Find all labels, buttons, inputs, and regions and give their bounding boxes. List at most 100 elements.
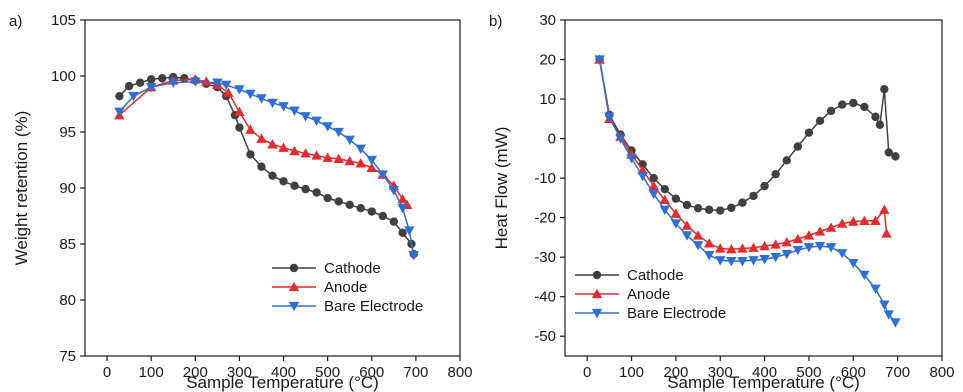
data-point [278, 142, 289, 152]
legend-label-bare-electrode: Bare Electrode [627, 305, 726, 322]
legend-label-cathode: Cathode [324, 260, 381, 277]
data-point [257, 162, 266, 171]
data-point [355, 158, 366, 168]
y-axis-title: Weight retention (%) [12, 111, 31, 266]
y-tick-label: 105 [51, 12, 76, 29]
data-point [168, 78, 179, 88]
data-point [693, 203, 703, 213]
data-point [681, 220, 693, 230]
y-tick-label: -30 [534, 249, 556, 266]
data-point [880, 84, 889, 94]
data-point [671, 194, 681, 203]
x-tick-label: 600 [841, 364, 866, 381]
data-point [879, 204, 890, 214]
data-point [345, 200, 354, 209]
series-cathode [595, 55, 900, 215]
data-point [848, 216, 859, 226]
data-point [300, 112, 311, 122]
data-point [860, 102, 869, 112]
data-point [759, 254, 770, 265]
data-point [837, 249, 848, 259]
legend: Cathode Anode Bare Electrode [575, 267, 726, 322]
data-point [366, 162, 377, 172]
x-tick-label: 400 [271, 364, 296, 381]
data-point [300, 148, 311, 158]
series-line-cathode [598, 59, 896, 212]
data-point [289, 106, 300, 116]
data-point [849, 98, 858, 108]
data-point [879, 300, 890, 310]
data-point [771, 169, 780, 179]
y-tick-label: 100 [51, 68, 76, 85]
data-point [245, 89, 256, 100]
data-point [716, 206, 725, 215]
data-point [637, 171, 648, 182]
data-point [793, 142, 803, 151]
data-point [367, 207, 376, 216]
x-tick-label: 700 [403, 364, 428, 381]
y-tick-label: -50 [534, 328, 556, 345]
data-point [389, 217, 399, 226]
data-point [659, 205, 670, 215]
data-point [770, 239, 781, 249]
x-tick-label: 0 [103, 364, 111, 381]
data-point [344, 135, 355, 146]
data-point [648, 189, 659, 200]
data-point [212, 78, 223, 88]
data-point [792, 233, 804, 244]
series-anode [594, 54, 892, 254]
legend-marker [592, 270, 602, 280]
data-point [883, 310, 894, 320]
data-point [782, 156, 791, 165]
data-point [814, 226, 826, 236]
series-line-cathode [118, 76, 415, 255]
data-point [890, 318, 901, 328]
data-point [626, 154, 637, 164]
data-point [815, 116, 825, 126]
data-point [715, 243, 726, 253]
y-tick-label: 95 [59, 124, 76, 141]
data-point [356, 203, 365, 213]
data-point [804, 128, 814, 137]
data-point [891, 152, 900, 161]
y-tick-label: -40 [534, 289, 556, 306]
x-tick-label: 200 [663, 364, 688, 381]
data-point [604, 112, 615, 123]
data-point [781, 249, 792, 260]
series-bare-electrode [594, 55, 901, 328]
data-point [267, 98, 278, 109]
plot-frame [564, 19, 943, 357]
y-tick-label: 0 [548, 131, 556, 148]
data-point [323, 193, 332, 203]
data-point [268, 171, 277, 180]
data-point [660, 184, 669, 194]
data-point [814, 241, 826, 252]
y-tick-label: -10 [534, 170, 556, 187]
x-tick-label: 300 [227, 364, 252, 381]
y-tick-label: 75 [59, 348, 76, 365]
data-point [279, 177, 288, 186]
data-point [859, 270, 870, 281]
data-point [825, 243, 837, 253]
data-point [792, 245, 804, 256]
legend-marker [288, 281, 300, 292]
data-point [726, 244, 737, 254]
data-point [703, 251, 715, 261]
data-point [726, 256, 737, 267]
data-point [692, 241, 704, 251]
x-tick-label: 100 [139, 364, 164, 381]
legend-marker [591, 308, 603, 319]
data-point [256, 133, 267, 143]
data-point [681, 231, 693, 241]
data-point [737, 256, 748, 267]
x-tick-label: 100 [619, 364, 644, 381]
series-bare-electrode [114, 77, 419, 261]
data-point [333, 153, 344, 164]
data-point [871, 112, 880, 122]
data-point [759, 240, 770, 251]
data-point [825, 222, 837, 232]
data-point [670, 219, 682, 229]
data-point [378, 211, 387, 221]
data-point [256, 94, 267, 104]
